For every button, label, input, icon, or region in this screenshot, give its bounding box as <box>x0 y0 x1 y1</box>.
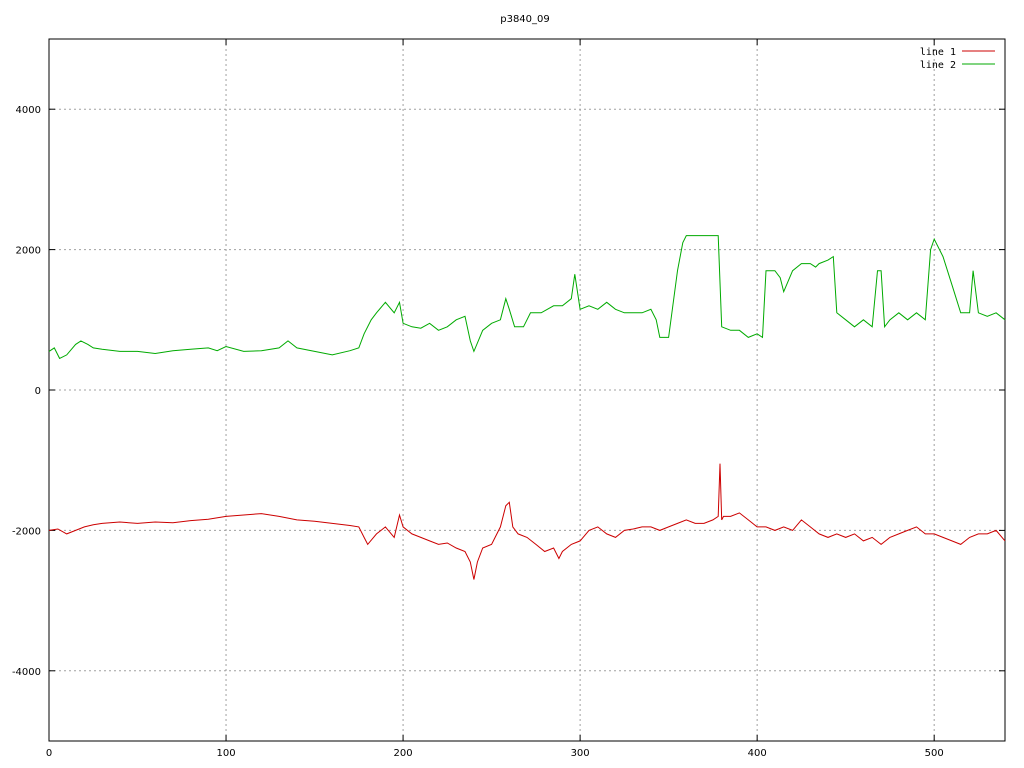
y-tick-label: -2000 <box>12 526 41 537</box>
x-tick-label: 300 <box>571 748 590 759</box>
x-tick-label: 0 <box>46 748 52 759</box>
x-tick-label: 400 <box>748 748 767 759</box>
grid-lines <box>49 39 1005 741</box>
series-line-1 <box>48 463 1006 580</box>
y-tick-label: 0 <box>35 386 41 397</box>
x-tick-label: 100 <box>216 748 235 759</box>
legend: line 1 line 2 <box>920 47 995 71</box>
y-tick-label: 4000 <box>16 105 41 116</box>
legend-label: line 1 <box>920 47 956 58</box>
x-axis: 0 100 200 300 400 500 <box>46 39 944 759</box>
series-line-2 <box>48 235 1006 360</box>
x-tick-label: 200 <box>394 748 413 759</box>
series-layer <box>48 235 1006 580</box>
chart-title: p3840_09 <box>500 14 550 25</box>
y-tick-label: 2000 <box>16 246 41 257</box>
legend-label: line 2 <box>920 60 956 71</box>
x-tick-label: 500 <box>925 748 944 759</box>
y-tick-label: -4000 <box>12 667 41 678</box>
